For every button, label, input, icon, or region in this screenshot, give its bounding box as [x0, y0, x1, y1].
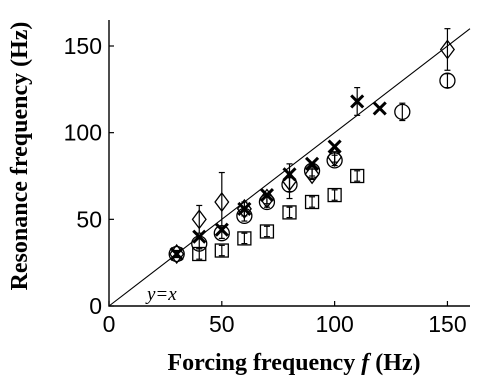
series-square	[192, 168, 365, 262]
diamond-point	[214, 191, 230, 213]
circle-point	[326, 152, 343, 169]
y-tick-label: 50	[76, 206, 102, 232]
x-axis-title-variable: f	[361, 350, 371, 376]
square-point	[282, 205, 297, 220]
diamond-point	[439, 39, 456, 60]
circle-point	[439, 72, 456, 89]
x-tick-label: 50	[209, 311, 235, 337]
diamond-point	[304, 164, 320, 185]
circle-point	[281, 176, 298, 193]
square-point	[304, 194, 320, 210]
diamond-point	[191, 209, 207, 230]
data-marks	[168, 28, 456, 265]
y-axis-title: Resonance frequency (Hz)	[7, 22, 33, 291]
x-point	[372, 101, 387, 116]
x-axis-title-main: Forcing frequency	[167, 350, 361, 376]
square-point	[192, 246, 207, 262]
y-tick-label: 150	[64, 33, 102, 59]
y-tick-label: 100	[64, 120, 102, 146]
y-tick-label: 0	[89, 293, 102, 319]
square-point	[214, 243, 229, 258]
series-circle	[168, 72, 456, 263]
series-x	[169, 86, 387, 262]
square-point	[350, 168, 365, 184]
reference-line-label: y=x	[145, 284, 177, 305]
circle-point	[303, 162, 321, 179]
circle-point	[236, 207, 253, 225]
square-point	[237, 231, 252, 246]
x-tick-label: 150	[428, 311, 466, 337]
axis-tick-labels: 0 50 100 150 0 50 100 150	[64, 33, 467, 337]
square-point	[259, 224, 275, 239]
x-tick-label: 0	[103, 311, 116, 337]
x-point	[350, 94, 365, 109]
x-axis-title-unit: (Hz)	[369, 350, 420, 376]
x-axis-title: Forcing frequency f (Hz)	[167, 350, 420, 376]
circle-point	[213, 225, 230, 242]
axes-frame	[108, 20, 470, 307]
circle-point	[168, 245, 185, 263]
x-point	[327, 139, 342, 154]
circle-point	[394, 103, 411, 121]
x-tick-label: 100	[315, 311, 353, 337]
circle-point	[258, 193, 276, 211]
square-point	[327, 187, 342, 203]
series-diamond	[169, 28, 456, 265]
